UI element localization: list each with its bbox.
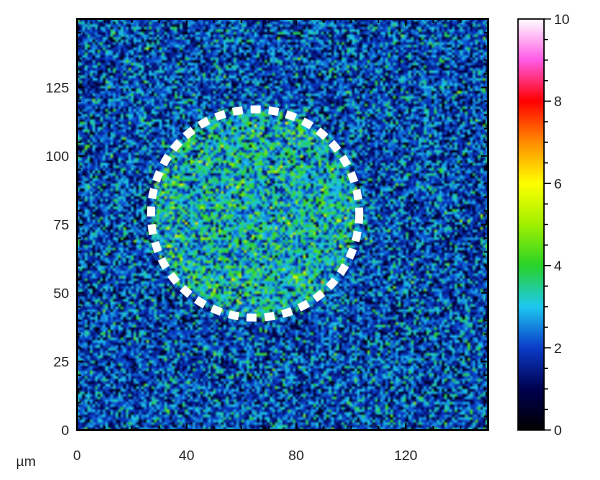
x-unit-label: µm [16,453,36,469]
plot-area: 0 40 80 120 0 25 50 75 100 125 [46,18,489,463]
y-tick-label: 50 [53,285,69,301]
heatmap-image [77,19,488,430]
y-tick-label: 100 [46,148,70,164]
colorbar: 0 2 4 6 8 10 [517,11,570,438]
y-tick-label: 125 [46,80,70,96]
colorbar-tick-label: 10 [554,11,570,27]
colorbar-tick-label: 8 [554,93,562,109]
y-tick-label: 25 [53,354,69,370]
roi-dashed-circle [146,105,364,322]
x-tick-label: 80 [288,447,304,463]
colorbar-gradient [517,18,545,431]
x-tick-label: 40 [179,447,195,463]
colorbar-tick-label: 4 [554,258,562,274]
y-tick-label: 0 [61,422,69,438]
x-axis: 0 40 80 120 [73,19,489,463]
x-tick-label: 120 [394,447,418,463]
y-axis: 0 25 50 75 100 125 [46,18,488,438]
y-tick-label: 75 [53,217,69,233]
colorbar-axis: 0 2 4 6 8 10 [544,11,570,438]
colorbar-tick-label: 6 [554,175,562,191]
x-tick-label: 0 [73,447,81,463]
colorbar-tick-label: 2 [554,340,562,356]
colorbar-tick-label: 0 [554,422,562,438]
